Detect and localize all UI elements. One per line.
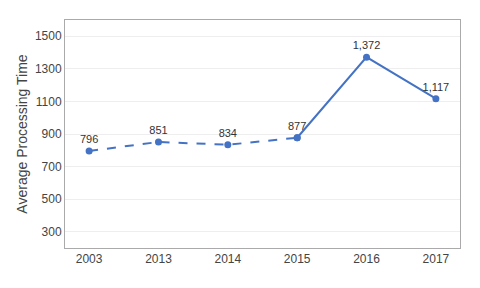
svg-text:2013: 2013 bbox=[145, 252, 172, 266]
svg-text:300: 300 bbox=[42, 225, 62, 239]
svg-text:2016: 2016 bbox=[353, 252, 380, 266]
svg-text:1300: 1300 bbox=[35, 62, 62, 76]
svg-text:796: 796 bbox=[80, 133, 98, 145]
svg-text:1500: 1500 bbox=[35, 29, 62, 43]
svg-text:2017: 2017 bbox=[423, 252, 450, 266]
svg-text:2003: 2003 bbox=[76, 252, 103, 266]
svg-text:1100: 1100 bbox=[36, 95, 62, 109]
svg-text:877: 877 bbox=[288, 120, 306, 132]
svg-text:851: 851 bbox=[149, 124, 167, 136]
svg-text:2014: 2014 bbox=[214, 252, 241, 266]
svg-text:700: 700 bbox=[42, 160, 62, 174]
svg-text:2015: 2015 bbox=[284, 252, 311, 266]
svg-text:Average Processing Time: Average Processing Time bbox=[14, 54, 30, 213]
svg-text:834: 834 bbox=[219, 127, 237, 139]
svg-text:500: 500 bbox=[42, 192, 62, 206]
svg-text:1,372: 1,372 bbox=[353, 39, 381, 51]
svg-text:900: 900 bbox=[42, 127, 62, 141]
svg-text:1,117: 1,117 bbox=[423, 81, 450, 93]
